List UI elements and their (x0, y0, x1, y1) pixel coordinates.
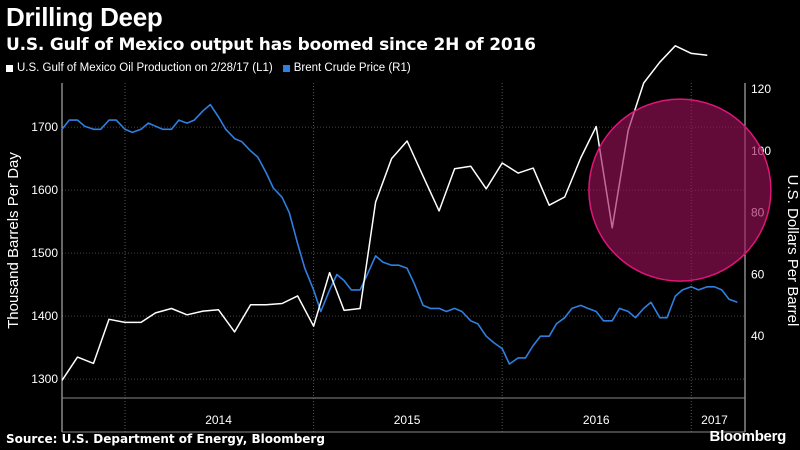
legend: U.S. Gulf of Mexico Oil Production on 2/… (6, 62, 421, 74)
brent-line (61, 103, 738, 365)
x-tick-label: 2017 (701, 413, 728, 427)
series-brent (61, 103, 738, 365)
y-right-tick-label: 120 (751, 82, 771, 96)
y-left-tick-label: 1600 (31, 183, 58, 197)
legend-swatch-brent (282, 64, 290, 72)
y-left-tick-label: 1700 (31, 120, 58, 134)
y-left-tick-label: 1500 (31, 246, 58, 260)
legend-axis-oil: (L1) (249, 62, 273, 74)
legend-item-brent: Brent Crude Price (R1) (282, 62, 411, 74)
brand-logo: Bloomberg (709, 428, 787, 445)
x-tick-label: 2015 (394, 413, 421, 427)
legend-swatch-oil (6, 64, 13, 72)
highlight-circle (588, 98, 772, 282)
y-axis-right-title: U.S. Dollars Per Barrel (784, 175, 800, 327)
source-note: Source: U.S. Department of Energy, Bloom… (6, 432, 325, 446)
x-tick-label: 2014 (205, 413, 232, 427)
chart-subtitle: U.S. Gulf of Mexico output has boomed si… (6, 35, 536, 55)
y-left-tick-label: 1400 (31, 309, 58, 323)
y-right-tick-label: 60 (751, 267, 765, 281)
oil-production-line (61, 45, 708, 381)
legend-label-brent: Brent Crude Price (293, 62, 386, 74)
y-axis-left-title: Thousand Barrels Per Day (5, 152, 22, 329)
y-right-tick-label: 40 (751, 329, 765, 343)
legend-label-oil: U.S. Gulf of Mexico Oil Production on 2/… (17, 62, 250, 74)
chart-title: Drilling Deep (6, 2, 163, 32)
y-left-tick-label: 1300 (31, 372, 58, 386)
legend-axis-brent: (R1) (385, 62, 411, 74)
x-tick-label: 2016 (583, 413, 610, 427)
legend-item-oil: U.S. Gulf of Mexico Oil Production on 2/… (6, 62, 273, 74)
